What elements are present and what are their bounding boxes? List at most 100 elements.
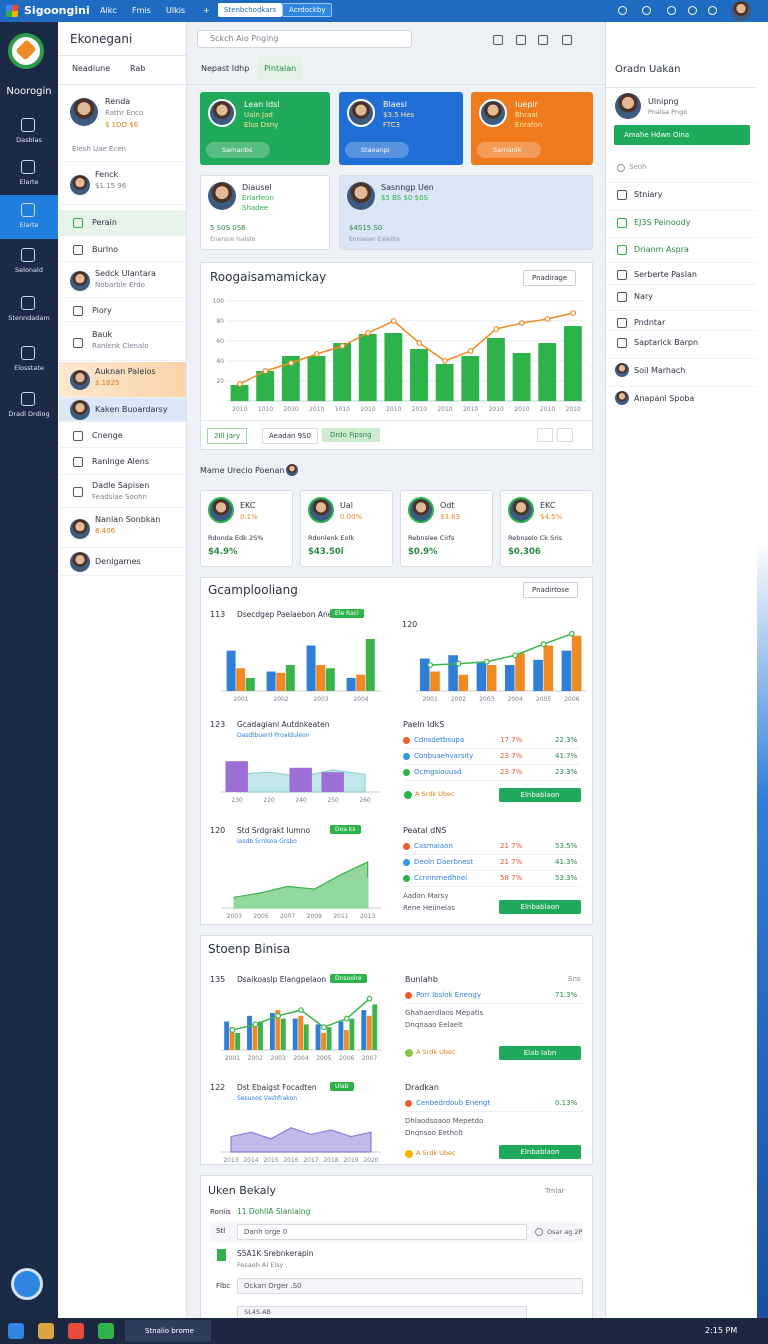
person-amount: $0.306 xyxy=(508,547,541,557)
bar xyxy=(343,1030,349,1050)
x-tick-label: 240 xyxy=(295,797,307,804)
green-button: Elnbablaon xyxy=(499,1145,581,1159)
x-tick-label: 2007 xyxy=(362,1055,377,1062)
nav-item: Selonald xyxy=(15,266,43,274)
x-tick-label: 2010 xyxy=(232,406,247,413)
chip-dot xyxy=(405,1049,413,1057)
icon xyxy=(516,35,526,45)
chart-label: 122 xyxy=(210,1083,226,1092)
bar xyxy=(252,1024,258,1050)
bar xyxy=(326,1027,332,1050)
card-title: Blaesl xyxy=(383,100,407,109)
chart-sub: Dasdtbuerrl Proalduleon xyxy=(237,732,310,739)
bar xyxy=(230,385,249,401)
nav-icon xyxy=(21,392,35,406)
bar xyxy=(487,338,505,401)
list-name: Dadle Sapisen xyxy=(92,481,150,490)
right-item: Nary xyxy=(634,292,653,301)
avatar xyxy=(70,552,90,572)
x-tick-label: 260 xyxy=(359,797,371,804)
list-right: Sns xyxy=(568,975,581,983)
list-line: Dhlaodsoaoo Mepetdo xyxy=(405,1117,484,1125)
divider xyxy=(403,780,581,781)
bar xyxy=(325,668,335,691)
y-tick-label: 20 xyxy=(216,378,224,385)
bar xyxy=(486,665,497,691)
row-value: 41.3% xyxy=(555,858,578,866)
x-tick-label: 2005 xyxy=(536,696,551,703)
row-value: 71.3% xyxy=(555,991,578,999)
person-label: Rebnselo Ck Sris xyxy=(508,534,563,542)
bar xyxy=(512,353,531,401)
divider xyxy=(200,420,593,421)
bar xyxy=(361,1010,367,1050)
list-line: Dnqnsoo Eetholt xyxy=(405,1129,464,1137)
x-tick-label: 2005 xyxy=(253,913,268,920)
point xyxy=(467,348,474,354)
point xyxy=(518,320,525,326)
top-icon xyxy=(642,6,651,15)
list-title: Dradkan xyxy=(405,1083,439,1092)
chip: Aeadan 9S0 xyxy=(262,428,319,444)
list-name: Auknan Paleios xyxy=(95,367,156,376)
chip-dot xyxy=(405,1150,413,1158)
dot xyxy=(403,859,410,866)
divider xyxy=(58,55,187,56)
bar xyxy=(298,1015,304,1050)
right-item: Serberte Paslan xyxy=(634,270,697,279)
bar xyxy=(289,767,312,792)
card-line: Elus Dsny xyxy=(244,121,279,129)
bar xyxy=(448,655,458,691)
bar xyxy=(430,671,440,691)
divider xyxy=(606,237,757,238)
chart-label: 135 xyxy=(210,975,226,984)
icon xyxy=(617,218,627,228)
divider xyxy=(58,84,187,85)
icon xyxy=(73,487,83,497)
list-line: Nobarble Erdo xyxy=(95,281,145,289)
x-tick-label: 2020 xyxy=(363,1157,378,1164)
radio xyxy=(535,1228,543,1236)
panel-title: Uken Bekaly xyxy=(208,1184,277,1197)
point xyxy=(390,318,397,324)
panel-title: Oradn Uakan xyxy=(615,64,681,75)
icon xyxy=(73,306,83,316)
chart-sub: Iasdb Srnlsoa Grsbo xyxy=(237,838,297,845)
point xyxy=(320,1024,327,1031)
bar xyxy=(292,1018,298,1050)
avatar xyxy=(70,271,90,291)
bar xyxy=(306,645,316,691)
point xyxy=(262,368,269,374)
list-line: Rene Heiinelas xyxy=(403,904,455,912)
divider xyxy=(606,87,757,88)
card-foot: Sarnanlk xyxy=(493,146,522,154)
list-row xyxy=(59,210,186,236)
card-foot: $4S15.S0 xyxy=(349,224,383,232)
card-line: Bhraal xyxy=(515,111,538,119)
avatar xyxy=(70,370,90,390)
x-tick-label: 220 xyxy=(263,797,275,804)
point xyxy=(298,1007,304,1014)
nav-icon xyxy=(21,160,35,174)
list-name: Renda xyxy=(105,97,131,106)
card-line: $3.5 Hes xyxy=(383,111,415,119)
bar xyxy=(307,356,326,401)
icon xyxy=(617,292,627,302)
table-label: Roniis xyxy=(210,1208,231,1216)
row-name: Porr Ibslok Enengy xyxy=(416,991,481,999)
row-value: 41.7% xyxy=(555,752,578,760)
row-icon xyxy=(217,1249,226,1261)
avatar xyxy=(615,93,641,119)
bar xyxy=(458,674,469,691)
row-value: 22.3% xyxy=(555,736,578,744)
x-tick-label: 1010 xyxy=(258,406,273,413)
list-name: Perain xyxy=(92,218,117,227)
icon xyxy=(73,457,83,467)
icon xyxy=(617,270,627,280)
panel xyxy=(200,577,593,925)
bar xyxy=(316,665,326,691)
chart-label: 123 xyxy=(210,720,226,729)
bar xyxy=(285,665,295,691)
x-tick-label: 2010 xyxy=(309,406,324,413)
search-placeholder: Sckch Alo Pnging xyxy=(210,34,279,43)
